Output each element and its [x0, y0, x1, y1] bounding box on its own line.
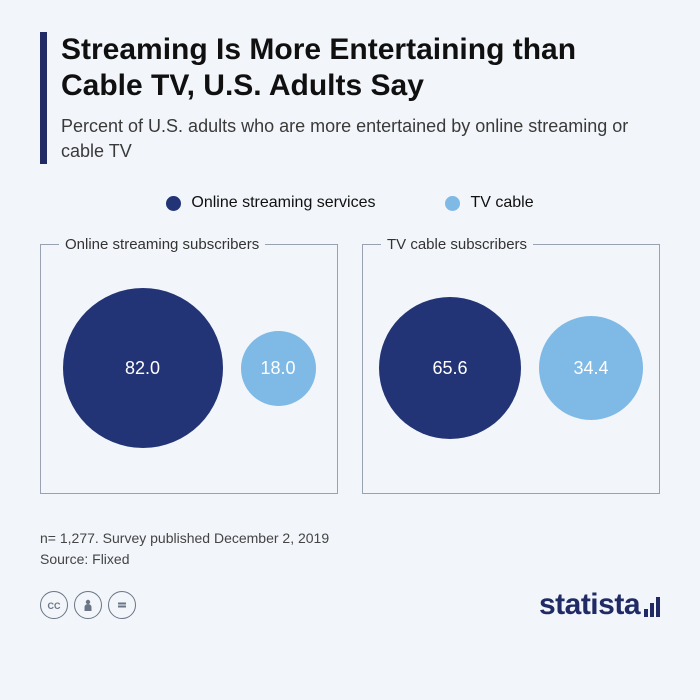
footer-row: CC statista [40, 588, 660, 622]
bubble-cable-large: 65.6 [379, 297, 521, 439]
title-accent-bar [40, 32, 47, 164]
brand-bars-icon [644, 597, 660, 617]
panel-streaming-subscribers: Online streaming subscribers 82.0 18.0 [40, 236, 338, 494]
brand-text: statista [539, 588, 640, 622]
legend-item-streaming: Online streaming services [166, 194, 375, 212]
panels: Online streaming subscribers 82.0 18.0 T… [40, 236, 660, 494]
nd-icon [108, 591, 136, 619]
bubble-streaming-small: 18.0 [241, 331, 316, 406]
legend-label-cable: TV cable [470, 194, 533, 212]
chart-subtitle: Percent of U.S. adults who are more ente… [61, 114, 660, 164]
brand-logo: statista [539, 588, 660, 622]
by-icon [74, 591, 102, 619]
legend-item-cable: TV cable [445, 194, 533, 212]
panel-title: Online streaming subscribers [59, 236, 265, 253]
panel-title: TV cable subscribers [381, 236, 533, 253]
chart-title: Streaming Is More Entertaining than Cabl… [61, 32, 660, 104]
license-icons: CC [40, 591, 136, 619]
legend-label-streaming: Online streaming services [191, 194, 375, 212]
legend: Online streaming services TV cable [40, 194, 660, 212]
panel-cable-subscribers: TV cable subscribers 65.6 34.4 [362, 236, 660, 494]
footnote: n= 1,277. Survey published December 2, 2… [40, 528, 660, 570]
title-text-wrap: Streaming Is More Entertaining than Cabl… [61, 32, 660, 164]
bubble-group: 65.6 34.4 [373, 283, 649, 453]
svg-text:CC: CC [48, 601, 61, 611]
cc-icon: CC [40, 591, 68, 619]
bubble-cable-small: 34.4 [539, 316, 643, 420]
legend-swatch-cable [445, 196, 460, 211]
bubble-group: 82.0 18.0 [51, 283, 327, 453]
title-block: Streaming Is More Entertaining than Cabl… [40, 32, 660, 164]
legend-swatch-streaming [166, 196, 181, 211]
footnote-line1: n= 1,277. Survey published December 2, 2… [40, 528, 660, 549]
bubble-streaming-large: 82.0 [63, 288, 223, 448]
footnote-line2: Source: Flixed [40, 549, 660, 570]
